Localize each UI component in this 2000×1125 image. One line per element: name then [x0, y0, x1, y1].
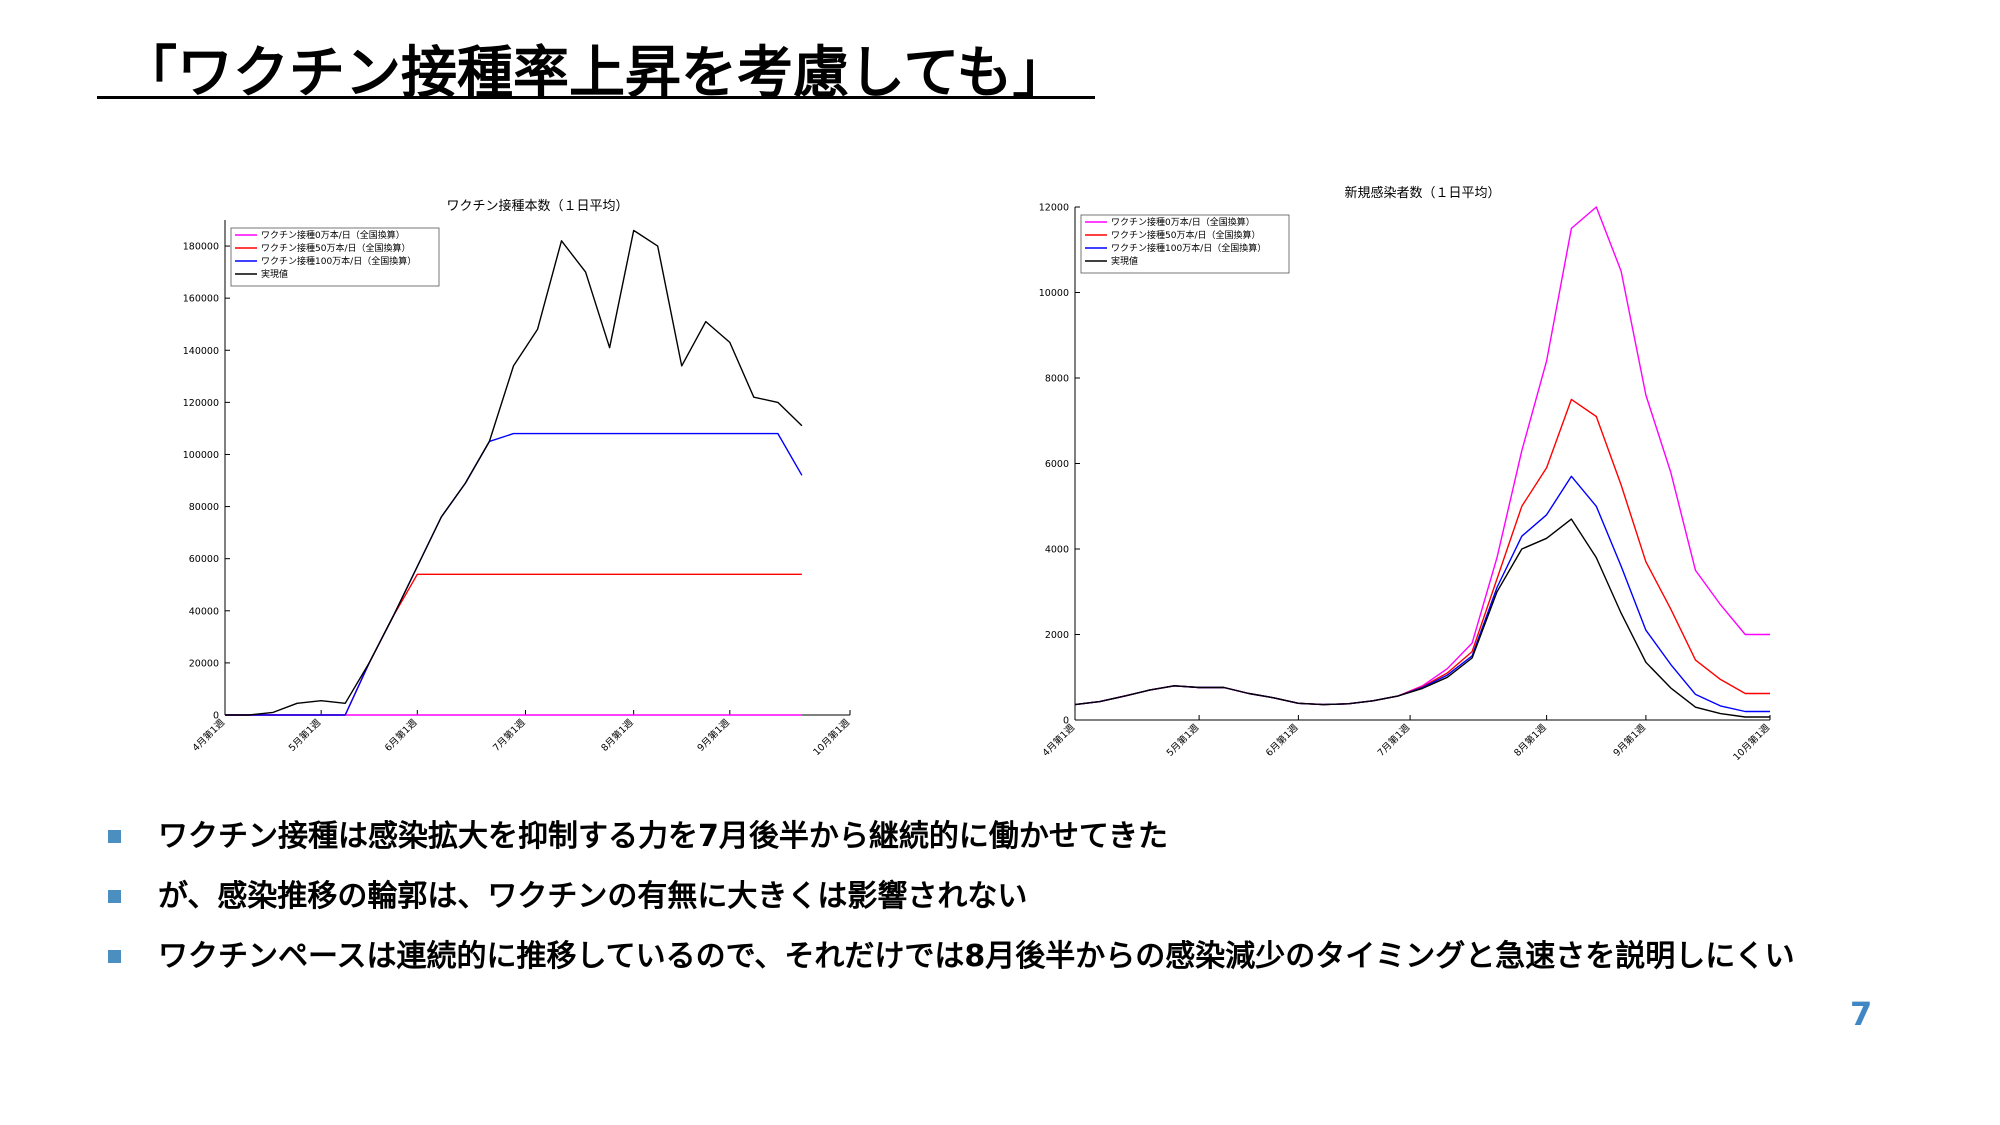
- y-tick-label: 80000: [189, 502, 219, 513]
- y-tick-label: 2000: [1045, 630, 1069, 641]
- y-tick-label: 10000: [1039, 288, 1069, 299]
- y-tick-label: 60000: [189, 554, 219, 565]
- chart-vaccinations: ワクチン接種本数（１日平均） 0 20000 40000 60000 80000 10000…: [183, 198, 853, 758]
- bullet-text: ワクチンペースは連続的に推移しているので、それだけでは8月後半からの感染減少のタ…: [158, 939, 1795, 974]
- x-tick-label: 8月第1週: [599, 716, 637, 754]
- bullet-item: が、感染推移の輪郭は、ワクチンの有無に大きくは影響されない: [108, 878, 1938, 916]
- x-tick-label: 7月第1週: [490, 716, 528, 754]
- x-tick-label: 6月第1週: [1263, 721, 1301, 759]
- legend-label: 実現値: [1111, 255, 1138, 267]
- x-tick-label: 8月第1週: [1512, 721, 1550, 759]
- y-tick-label: 140000: [183, 346, 219, 357]
- bullet-list: ワクチン接種は感染拡大を抑制する力を7月後半から継続的に働かせてきた が、感染推…: [108, 818, 1938, 998]
- y-tick-label: 160000: [183, 294, 219, 305]
- series-line-2: [225, 573, 802, 716]
- legend-label: 実現値: [261, 268, 288, 280]
- x-tick-label: 9月第1週: [1611, 721, 1649, 759]
- chart-new-infections: 新規感染者数（１日平均） 0 2000 4000 6000 8000 10000 12000 4…: [1039, 185, 1773, 763]
- legend-box: [1080, 214, 1290, 274]
- legend-label: ワクチン接種100万本/日（全国換算）: [261, 255, 416, 267]
- x-tick-label: 6月第1週: [382, 716, 420, 754]
- x-tick-label: 10月第1週: [1731, 721, 1773, 763]
- legend-label: ワクチン接種0万本/日（全国換算）: [1111, 216, 1255, 228]
- y-tick-label: 4000: [1045, 545, 1069, 556]
- bullet-square-icon: [108, 890, 121, 903]
- bullet-item: ワクチン接種は感染拡大を抑制する力を7月後半から継続的に働かせてきた: [108, 818, 1938, 856]
- x-tick-label: 5月第1週: [1164, 721, 1202, 759]
- y-tick-label: 8000: [1045, 374, 1069, 385]
- series-line-3: [1074, 475, 1770, 713]
- bullet-square-icon: [108, 950, 121, 963]
- x-tick-label: 4月第1週: [1040, 721, 1078, 759]
- bullet-square-icon: [108, 830, 121, 843]
- legend-box: [230, 227, 440, 287]
- slide-title: 「ワクチン接種率上昇を考慮しても」: [121, 41, 1069, 106]
- y-tick-label: 6000: [1045, 459, 1069, 470]
- page-number: 7: [1850, 995, 1873, 1033]
- legend-label: ワクチン接種0万本/日（全国換算）: [261, 229, 405, 241]
- y-tick-label: 100000: [183, 450, 219, 461]
- bullet-item: ワクチンペースは連続的に推移しているので、それだけでは8月後半からの感染減少のタ…: [108, 938, 1938, 976]
- x-tick-label: 5月第1週: [286, 716, 324, 754]
- y-tick-label: 0: [1063, 716, 1069, 727]
- series-line-2: [1074, 398, 1770, 706]
- title-area: 「ワクチン接種率上昇を考慮しても」: [97, 22, 1095, 106]
- x-tick-label: 4月第1週: [190, 716, 228, 754]
- chart-title: 新規感染者数（１日平均）: [1344, 185, 1500, 201]
- legend-label: ワクチン接種50万本/日（全国換算）: [1111, 229, 1261, 241]
- x-tick-label: 9月第1週: [695, 716, 733, 754]
- bullet-text: が、感染推移の輪郭は、ワクチンの有無に大きくは影響されない: [158, 879, 1028, 914]
- legend-label: ワクチン接種100万本/日（全国換算）: [1111, 242, 1266, 254]
- x-tick-label: 7月第1週: [1375, 721, 1413, 759]
- y-tick-label: 0: [213, 711, 219, 722]
- series-line-1: [1074, 206, 1770, 706]
- bullet-text: ワクチン接種は感染拡大を抑制する力を7月後半から継続的に働かせてきた: [158, 819, 1168, 854]
- y-tick-label: 120000: [183, 398, 219, 409]
- series-line-4: [1074, 518, 1770, 718]
- legend-label: ワクチン接種50万本/日（全国換算）: [261, 242, 411, 254]
- y-tick-label: 40000: [189, 606, 219, 617]
- y-tick-label: 20000: [189, 658, 219, 669]
- chart-title: ワクチン接種本数（１日平均）: [446, 198, 628, 214]
- y-tick-label: 12000: [1039, 203, 1069, 214]
- y-tick-label: 180000: [183, 242, 219, 253]
- x-tick-label: 10月第1週: [811, 716, 853, 758]
- series-line-4: [225, 229, 803, 716]
